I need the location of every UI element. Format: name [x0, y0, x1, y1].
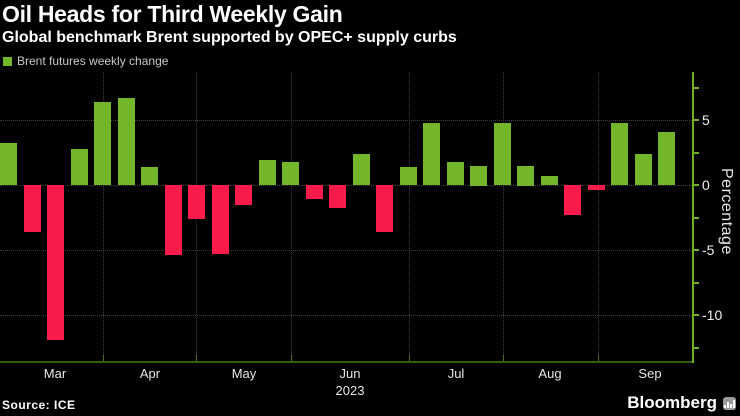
y-tick-label: 5	[702, 112, 710, 128]
bar-negative	[564, 185, 581, 215]
bar-negative	[212, 185, 229, 254]
source-attribution: Source: ICE	[2, 398, 76, 412]
gridline-horizontal	[0, 250, 692, 251]
x-tick-label: Jul	[447, 366, 465, 381]
y-axis-tick	[694, 152, 699, 154]
bar-positive	[447, 162, 464, 185]
legend-swatch-icon	[3, 56, 12, 66]
bar-positive	[0, 143, 17, 185]
y-axis-line	[692, 72, 694, 363]
bar-positive	[541, 176, 558, 185]
x-axis-line	[0, 361, 694, 363]
x-tick-label: Apr	[139, 366, 161, 381]
bloomberg-logo: Bloomberg	[627, 393, 736, 413]
bar-negative	[306, 185, 323, 199]
bar-positive	[423, 123, 440, 185]
y-axis-tick	[694, 184, 699, 186]
bar-negative	[188, 185, 205, 219]
x-tick-label: Aug	[538, 366, 562, 381]
x-axis-tick	[291, 355, 292, 361]
gridline-horizontal	[0, 315, 692, 316]
bar-positive	[71, 149, 88, 185]
y-axis-tick	[694, 314, 699, 316]
gridline-vertical	[291, 72, 292, 361]
y-axis-tick	[694, 217, 699, 219]
gridline-horizontal	[0, 185, 692, 186]
y-axis-tick	[694, 249, 699, 251]
bar-positive	[470, 166, 487, 186]
legend-label: Brent futures weekly change	[17, 54, 169, 68]
bar-positive	[517, 166, 534, 186]
bar-negative	[235, 185, 252, 205]
gridline-vertical	[409, 72, 410, 361]
chart-title: Oil Heads for Third Weekly Gain	[2, 1, 343, 27]
x-axis-year-label: 2023	[335, 383, 365, 398]
bar-positive	[658, 132, 675, 185]
bar-negative	[24, 185, 41, 232]
gridline-vertical	[503, 72, 504, 361]
x-tick-label: Jun	[339, 366, 361, 381]
y-axis-title: Percentage	[718, 168, 735, 255]
gridline-vertical	[598, 72, 599, 361]
x-tick-label: Sep	[638, 366, 662, 381]
bar-negative	[588, 185, 605, 190]
x-axis-tick	[103, 355, 104, 361]
y-axis-tick	[694, 87, 699, 89]
bar-positive	[118, 98, 135, 185]
gridline-vertical	[103, 72, 104, 361]
bar-positive	[259, 160, 276, 185]
bar-positive	[282, 162, 299, 185]
x-axis-tick	[409, 355, 410, 361]
y-axis-tick	[694, 282, 699, 284]
bar-negative	[47, 185, 64, 340]
bar-negative	[376, 185, 393, 232]
bar-positive	[635, 154, 652, 185]
bar-positive	[400, 167, 417, 185]
bloomberg-logo-text: Bloomberg	[627, 393, 717, 412]
bar-positive	[141, 167, 158, 185]
bar-positive	[94, 102, 111, 185]
chart-subtitle: Global benchmark Brent supported by OPEC…	[2, 29, 457, 46]
x-tick-label: May	[231, 366, 257, 381]
bloomberg-chart-icon	[723, 396, 736, 410]
y-axis-tick	[694, 347, 699, 349]
x-axis-tick	[196, 355, 197, 361]
bar-negative	[165, 185, 182, 255]
y-tick-label: -10	[702, 307, 723, 323]
x-axis-tick	[503, 355, 504, 361]
legend: Brent futures weekly change	[3, 54, 168, 68]
bar-positive	[611, 123, 628, 185]
x-axis-tick	[598, 355, 599, 361]
y-axis-tick	[694, 119, 699, 121]
y-tick-label: -5	[702, 242, 715, 258]
bar-positive	[494, 123, 511, 185]
bar-negative	[329, 185, 346, 208]
x-tick-label: Mar	[43, 366, 67, 381]
bar-positive	[353, 154, 370, 185]
gridline-horizontal	[0, 120, 692, 121]
y-tick-label: 0	[702, 177, 710, 193]
